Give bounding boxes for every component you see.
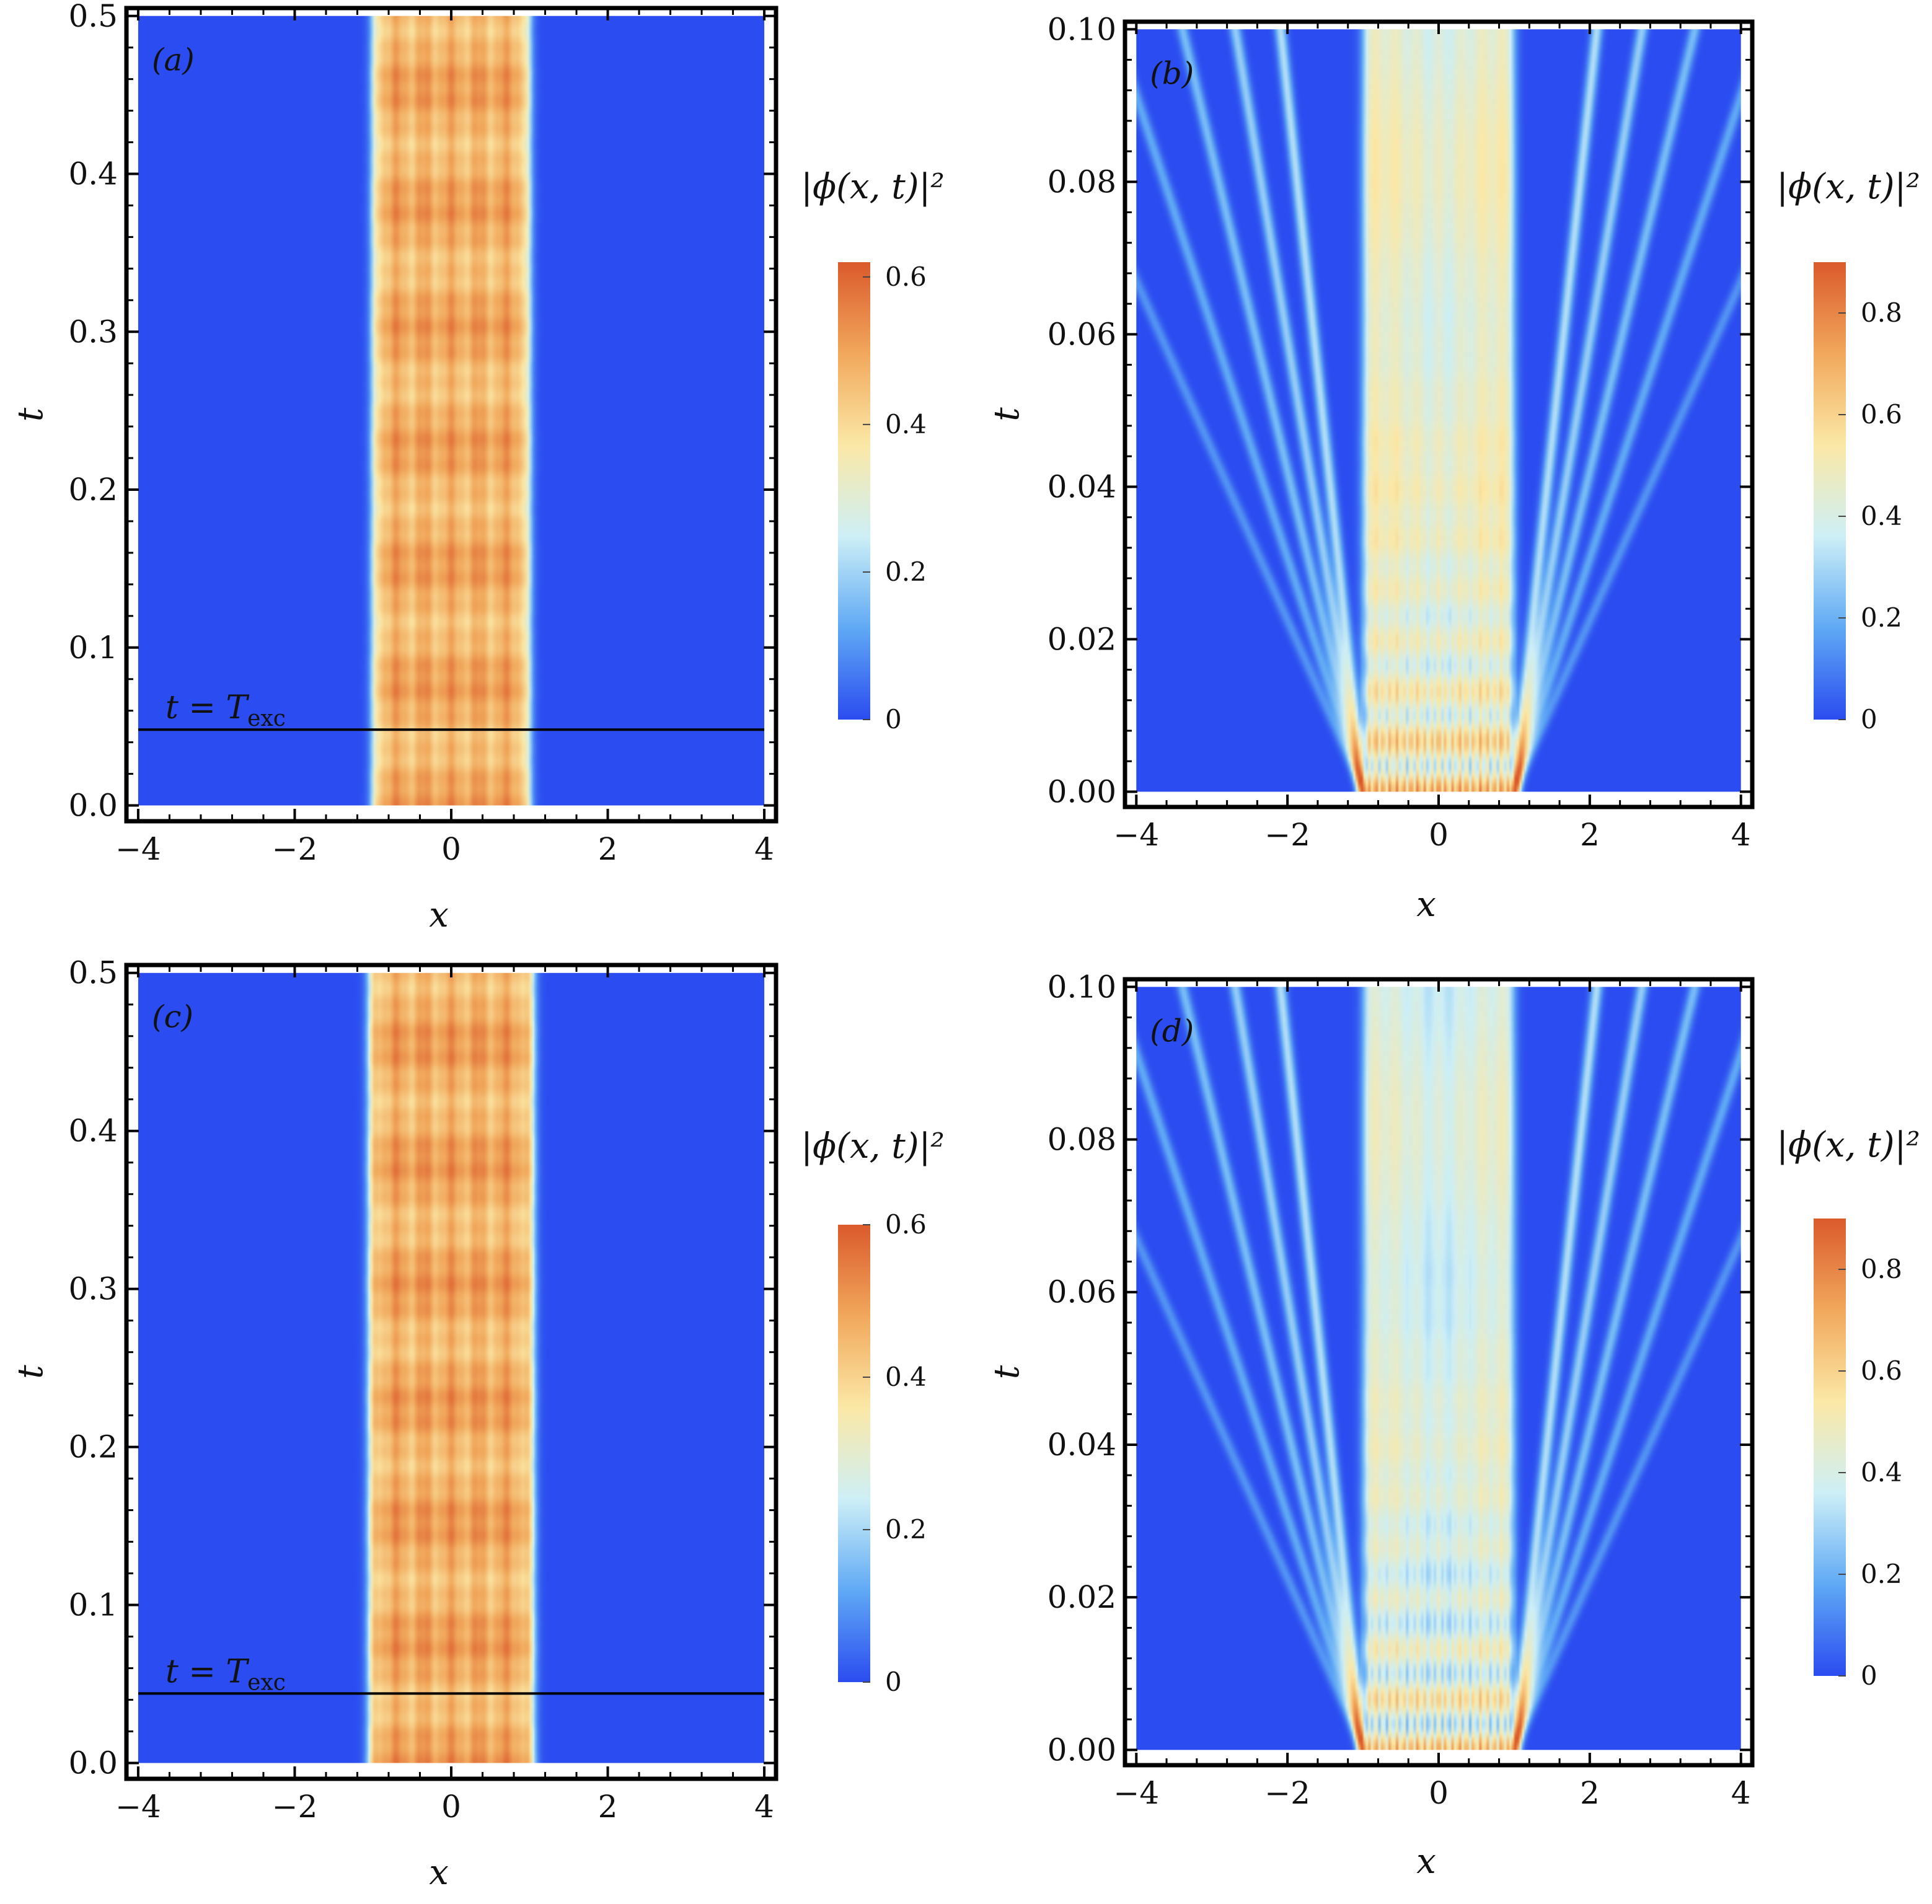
- y-tick-label: 0.5: [68, 0, 118, 34]
- y-axis-label: t: [987, 1365, 1027, 1379]
- y-tick-label: 0.10: [1048, 969, 1116, 1005]
- x-tick-label: −2: [1264, 1775, 1310, 1811]
- panel-label: (a): [152, 42, 195, 78]
- texc-annotation: t = Texc: [165, 689, 286, 731]
- heatmap-image: [1136, 29, 1741, 792]
- chart-panel-a: −4 −2 0 2 4 0.0 0.1 0.2 0.3 0.4 0.5 x t (a) t = Texc 0 0…: [11, 0, 945, 935]
- heatmap-image: [138, 15, 765, 806]
- colorbar-tick-label: 0.4: [1861, 501, 1902, 531]
- y-tick-label: 0.3: [68, 314, 118, 350]
- y-axis-label: t: [987, 407, 1027, 421]
- colorbar-tick-label: 0: [1861, 1660, 1877, 1691]
- x-tick-label: 4: [1731, 817, 1751, 853]
- colorbar-tick-label: 0.4: [885, 1362, 927, 1392]
- x-tick-label: 0: [1429, 1775, 1449, 1811]
- colorbar-tick-label: 0.4: [1861, 1457, 1902, 1488]
- texc-annotation: t = Texc: [165, 1653, 286, 1695]
- x-tick-label: 4: [754, 831, 774, 867]
- panel-label: (d): [1150, 1013, 1194, 1049]
- colorbar: [1814, 1219, 1846, 1676]
- chart-panel-b: −4 −2 0 2 4 0.00 0.02 0.04 0.06 0.08 0.10 x t (b) 0 0.2…: [987, 11, 1920, 925]
- x-tick-label: −4: [1113, 1775, 1159, 1811]
- x-tick-label: 2: [598, 831, 618, 867]
- y-tick-label: 0.02: [1048, 1579, 1116, 1615]
- colorbar: [1814, 262, 1846, 720]
- colorbar-tick-label: 0.6: [885, 262, 927, 292]
- colorbar-tick-label: 0.2: [1861, 602, 1902, 633]
- colorbar: [838, 1225, 870, 1682]
- x-tick-label: −2: [272, 831, 318, 867]
- colorbar-title: |ϕ(x, t)|²: [1776, 1125, 1920, 1165]
- y-tick-label: 0.2: [68, 1429, 118, 1465]
- x-tick-label: 0: [1429, 817, 1449, 853]
- colorbar-title: |ϕ(x, t)|²: [1776, 167, 1920, 207]
- chart-panel-d: −4 −2 0 2 4 0.00 0.02 0.04 0.06 0.08 0.10 x t (d) 0 0.2…: [987, 969, 1920, 1882]
- y-tick-label: 0.1: [68, 630, 118, 666]
- x-tick-label: −2: [272, 1789, 318, 1825]
- colorbar-tick-label: 0.6: [885, 1209, 927, 1240]
- x-tick-label: 2: [1580, 817, 1600, 853]
- x-tick-label: −4: [115, 831, 161, 867]
- y-tick-label: 0.00: [1048, 1732, 1116, 1768]
- x-tick-label: −4: [1113, 817, 1159, 853]
- colorbar-tick-label: 0.4: [885, 409, 927, 439]
- y-tick-label: 0.10: [1048, 11, 1116, 47]
- x-axis-label: x: [1416, 1841, 1436, 1882]
- y-tick-label: 0.0: [68, 1745, 118, 1781]
- y-tick-label: 0.04: [1048, 469, 1116, 505]
- colorbar-tick-label: 0: [1861, 704, 1877, 734]
- y-tick-label: 0.5: [68, 955, 118, 991]
- y-tick-label: 0.08: [1048, 164, 1116, 200]
- y-axis-label: t: [11, 407, 51, 421]
- x-axis-label: x: [429, 1853, 449, 1893]
- texc-annotation-main: t = T: [165, 689, 250, 726]
- x-tick-label: 2: [598, 1789, 618, 1825]
- colorbar-tick-label: 0.2: [885, 557, 927, 587]
- x-tick-label: 4: [1731, 1775, 1751, 1811]
- colorbar-tick-label: 0.8: [1861, 1254, 1902, 1284]
- x-tick-label: −2: [1264, 817, 1310, 853]
- colorbar-tick-label: 0.6: [1861, 399, 1902, 430]
- colorbar-tick-label: 0: [885, 704, 902, 734]
- y-tick-label: 0.04: [1048, 1427, 1116, 1463]
- colorbar-tick-label: 0.2: [885, 1514, 927, 1545]
- y-axis-label: t: [11, 1365, 51, 1379]
- y-tick-label: 0.00: [1048, 774, 1116, 809]
- panel-label: (b): [1150, 55, 1194, 91]
- colorbar-title: |ϕ(x, t)|²: [801, 1126, 945, 1166]
- y-tick-label: 0.4: [68, 156, 118, 192]
- colorbar-title: |ϕ(x, t)|²: [801, 167, 945, 207]
- y-tick-label: 0.02: [1048, 621, 1116, 657]
- x-axis-label: x: [1416, 884, 1436, 925]
- chart-panel-c: −4 −2 0 2 4 0.0 0.1 0.2 0.3 0.4 0.5 x t (c) t = Texc 0 0…: [11, 955, 945, 1893]
- y-tick-label: 0.3: [68, 1271, 118, 1307]
- x-tick-label: 4: [754, 1789, 774, 1825]
- x-axis-label: x: [429, 895, 449, 935]
- y-tick-label: 0.06: [1048, 1274, 1116, 1310]
- x-tick-label: 0: [441, 1789, 461, 1825]
- colorbar-tick-label: 0.2: [1861, 1559, 1902, 1589]
- heatmap-image: [1136, 987, 1741, 1750]
- x-tick-label: −4: [115, 1789, 161, 1825]
- heatmap-image: [138, 972, 765, 1763]
- panel-label: (c): [152, 999, 193, 1035]
- y-tick-label: 0.2: [68, 472, 118, 508]
- y-tick-label: 0.0: [68, 788, 118, 824]
- texc-annotation-subscript: exc: [247, 1670, 286, 1695]
- texc-annotation-subscript: exc: [247, 706, 286, 731]
- x-tick-label: 2: [1580, 1775, 1600, 1811]
- colorbar-tick-label: 0: [885, 1667, 902, 1697]
- colorbar: [838, 262, 870, 720]
- y-tick-label: 0.08: [1048, 1122, 1116, 1158]
- y-tick-label: 0.4: [68, 1113, 118, 1149]
- x-tick-label: 0: [441, 831, 461, 867]
- y-tick-label: 0.1: [68, 1587, 118, 1623]
- texc-annotation-main: t = T: [165, 1653, 250, 1690]
- colorbar-tick-label: 0.6: [1861, 1355, 1902, 1386]
- y-tick-label: 0.06: [1048, 316, 1116, 352]
- colorbar-tick-label: 0.8: [1861, 298, 1902, 328]
